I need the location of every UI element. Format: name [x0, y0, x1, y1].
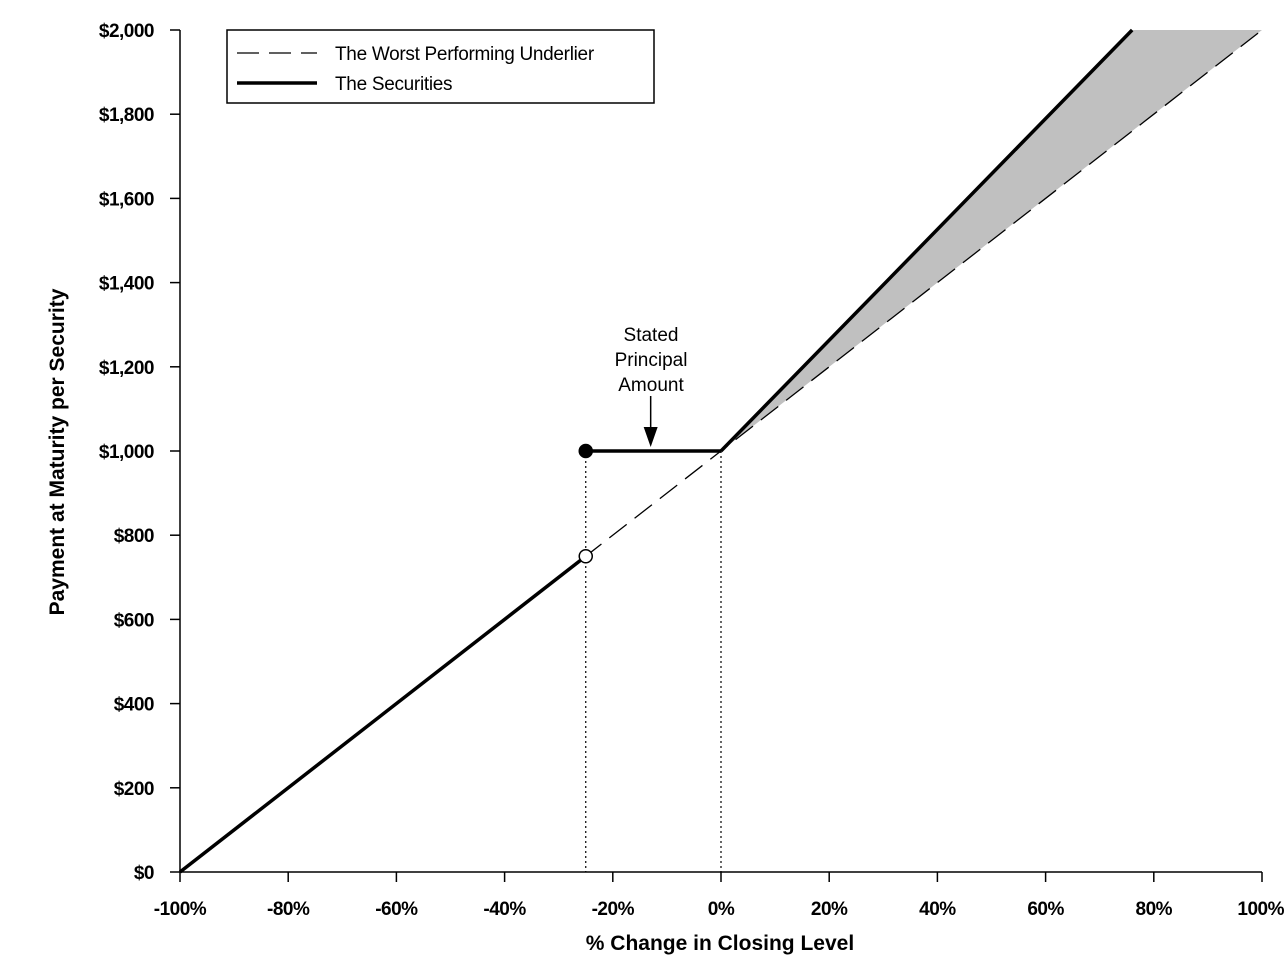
- open-marker: [578, 549, 593, 564]
- series-layer: [178, 28, 1263, 874]
- y-axis-title: Payment at Maturity per Security: [46, 288, 69, 615]
- y-tick-label: $1,600: [99, 189, 154, 210]
- annotation-line-3: Amount: [618, 375, 684, 396]
- y-tick-label: $200: [114, 779, 154, 800]
- y-tick-label: $0: [134, 863, 154, 884]
- x-tick-label: 80%: [1136, 899, 1173, 920]
- y-tick-label: $600: [114, 610, 154, 631]
- y-tick-label: $800: [114, 526, 154, 547]
- x-tick-label: -80%: [267, 899, 310, 920]
- series-securities-segment-0: [178, 554, 587, 874]
- filled-marker: [578, 443, 593, 459]
- y-tick-label: $1,000: [99, 442, 154, 463]
- x-tick-label: -60%: [375, 899, 418, 920]
- x-tick-label: 100%: [1237, 899, 1284, 920]
- annotation-arrow: [643, 396, 658, 447]
- x-axis-title: % Change in Closing Level: [586, 932, 854, 955]
- markers-layer: [578, 443, 593, 564]
- y-tick-label: $1,800: [99, 105, 154, 126]
- y-tick-label: $2,000: [99, 21, 154, 42]
- axes-layer: $0 $200 $400 $600 $800 $1,000 $1,200 $1,400 $1,6…: [99, 21, 1285, 920]
- annotation-line-1: Stated: [624, 325, 679, 346]
- x-tick-label: -20%: [592, 899, 635, 920]
- series-securities-segment-2: [719, 28, 1134, 453]
- x-tick-label: 40%: [919, 899, 956, 920]
- x-tick-label: 60%: [1027, 899, 1064, 920]
- stated-principal-annotation: Stated Principal Amount: [615, 325, 688, 447]
- y-tick-label: $400: [114, 695, 154, 716]
- y-tick-label: $1,200: [99, 358, 154, 379]
- x-tick-label: -100%: [154, 899, 207, 920]
- annotation-line-2: Principal: [615, 350, 688, 371]
- y-tick-label: $1,400: [99, 274, 154, 295]
- annotation-arrow-head: [643, 427, 658, 447]
- reference-lines-layer: [585, 451, 722, 872]
- legend-label-underlier: The Worst Performing Underlier: [335, 44, 595, 65]
- legend: The Worst Performing Underlier The Secur…: [226, 29, 655, 104]
- x-tick-label: 0%: [708, 899, 735, 920]
- legend-label-securities: The Securities: [335, 74, 452, 95]
- x-tick-label: -40%: [483, 899, 526, 920]
- x-tick-label: 20%: [811, 899, 848, 920]
- legend-box: [226, 29, 655, 104]
